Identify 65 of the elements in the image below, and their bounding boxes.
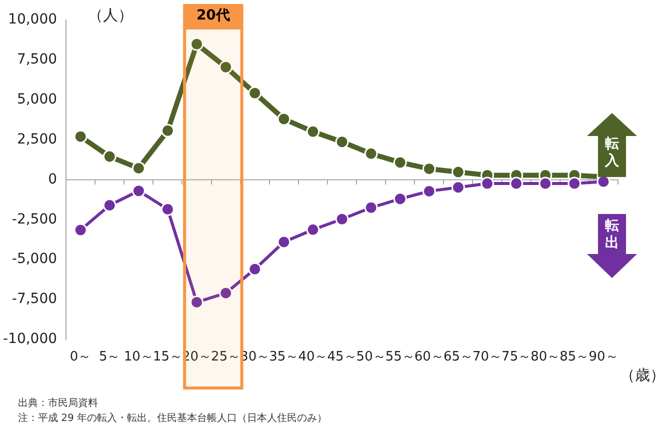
- point: [248, 262, 262, 276]
- x-tick-label: 40～: [298, 350, 328, 365]
- x-tick-label: 70～: [472, 350, 502, 365]
- point: [364, 146, 378, 160]
- text: 転出: [604, 218, 620, 252]
- x-tick-label: 15～: [152, 350, 182, 365]
- x-tick-label: 85～: [560, 350, 590, 365]
- point: [422, 184, 436, 198]
- y-tick-label: -10,000: [2, 331, 58, 348]
- x-tick-label: 5～: [98, 350, 120, 365]
- point: [190, 37, 204, 51]
- point: [160, 202, 174, 216]
- point: [132, 161, 146, 175]
- point: [277, 235, 291, 249]
- point: [335, 135, 349, 149]
- y-tick-label: -7,500: [12, 291, 58, 308]
- point: [451, 165, 465, 179]
- point: [393, 192, 407, 206]
- x-tick-label: 90～: [588, 350, 618, 365]
- x-tick-label: 10～: [124, 350, 154, 365]
- point: [132, 184, 146, 198]
- x-tick-label: 35～: [269, 350, 299, 365]
- x-tick-label: 45～: [327, 350, 357, 365]
- point: [277, 112, 291, 126]
- y-tick-label: -2,500: [12, 211, 58, 228]
- point: [422, 162, 436, 176]
- x-tick-label: 55～: [385, 350, 415, 365]
- series-label: 転入: [604, 136, 620, 170]
- y-tick-label: 5,000: [16, 91, 58, 108]
- point: [393, 156, 407, 170]
- point: [538, 176, 552, 190]
- x-tick-label: 25～: [211, 350, 241, 365]
- point: [219, 286, 233, 300]
- x-tick-label: 60～: [414, 350, 444, 365]
- y-tick-label: 2,500: [16, 131, 58, 148]
- point: [74, 130, 88, 144]
- x-tick-label: 75～: [502, 350, 532, 365]
- source-note: 出典：市民局資料: [18, 396, 98, 410]
- point: [219, 60, 233, 74]
- y-tick-label: 7,500: [16, 52, 58, 68]
- point: [102, 150, 116, 164]
- point: [335, 212, 349, 226]
- y-tick-label: 0: [48, 171, 58, 188]
- point: [74, 223, 88, 237]
- point: [160, 124, 174, 138]
- point: [248, 86, 262, 100]
- point: [364, 200, 378, 214]
- y-tick-label: -5,000: [12, 251, 58, 268]
- x-tick-label: 50～: [356, 350, 386, 365]
- y-axis-title: （人）: [88, 6, 133, 25]
- point: [451, 180, 465, 194]
- band-label: 20代: [196, 8, 230, 24]
- point: [306, 124, 320, 138]
- point: [102, 198, 116, 212]
- point: [510, 176, 524, 190]
- x-axis-title: （歳）: [620, 366, 659, 385]
- point: [568, 176, 582, 190]
- point: [190, 295, 204, 309]
- point: [306, 222, 320, 236]
- text: 注：平成 29 年の転入・転出。住民基本台帳人口（日本人住民のみ）: [18, 412, 328, 423]
- y-tick-label: 10,000: [8, 12, 58, 28]
- x-tick-label: 65～: [443, 350, 473, 365]
- point: [480, 176, 494, 190]
- x-tick-label: 80～: [530, 350, 560, 365]
- x-tick-label: 0～: [70, 350, 92, 365]
